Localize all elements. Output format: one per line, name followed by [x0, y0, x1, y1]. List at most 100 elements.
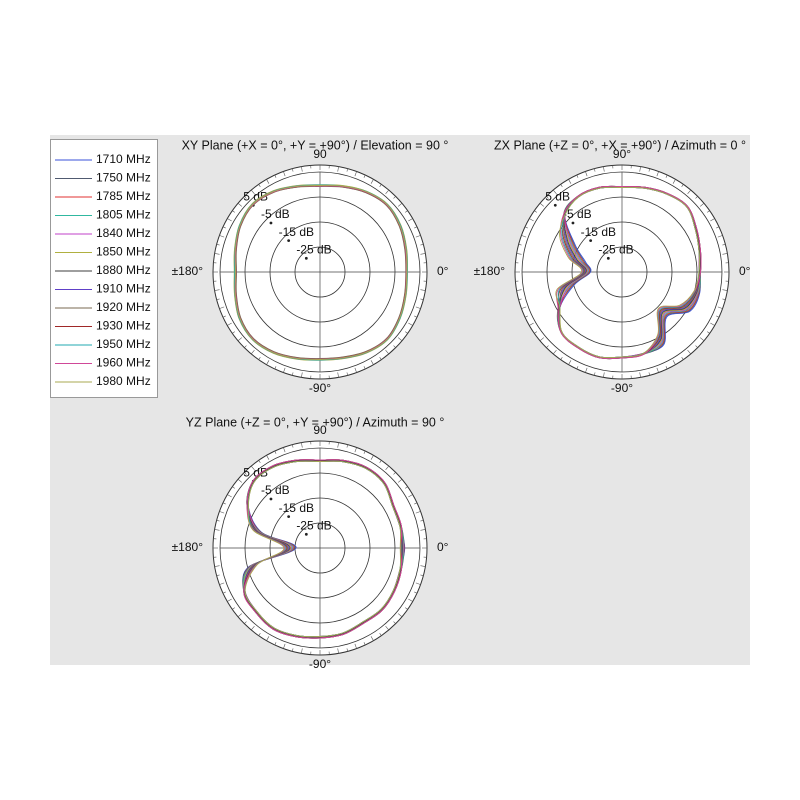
frame-tick	[237, 613, 243, 618]
r-tick-label: -25 dB	[296, 242, 331, 256]
frame-tick	[534, 331, 537, 334]
frame-tick	[408, 322, 413, 326]
frame-tick	[420, 574, 424, 576]
frame-tick	[695, 345, 698, 348]
frame-tick	[258, 184, 261, 187]
frame-tick	[672, 179, 676, 184]
frame-tick	[639, 166, 641, 172]
frame-tick	[370, 455, 374, 460]
frame-tick	[227, 322, 232, 326]
frame-tick	[408, 494, 413, 498]
theta-tick-label: -90°	[309, 657, 331, 671]
pattern-line	[235, 186, 407, 359]
r-tick-label: -25 dB	[598, 242, 633, 256]
frame-tick	[665, 174, 668, 178]
frame-tick	[722, 289, 728, 291]
frame-tick	[283, 367, 286, 373]
legend-label: 1840 MHz	[96, 226, 151, 240]
theta-tick-label: -90°	[309, 381, 331, 395]
frame-tick	[219, 306, 225, 309]
legend-label: 1930 MHz	[96, 319, 151, 333]
frame-tick	[258, 460, 261, 463]
theta-tick-label: 90°	[613, 147, 631, 161]
frame-tick	[232, 607, 235, 610]
frame-tick	[337, 166, 339, 172]
frame-tick	[397, 202, 403, 207]
frame-tick	[546, 196, 549, 199]
frame-tick	[414, 315, 418, 318]
frame-tick	[283, 447, 286, 453]
frame-tick	[227, 598, 232, 602]
r-tick-label: 5 dB	[243, 189, 268, 203]
frame-tick	[420, 520, 424, 522]
frame-tick	[518, 244, 522, 246]
frame-tick	[707, 331, 710, 334]
frame-tick	[521, 306, 527, 309]
frame-tick	[346, 648, 348, 652]
frame-tick	[539, 337, 545, 342]
frame-tick	[244, 196, 247, 199]
r-tick-label: -5 dB	[261, 483, 290, 497]
theta-tick-label: 90	[313, 147, 327, 161]
theta-tick-label: -90°	[611, 381, 633, 395]
ring-label-dot	[269, 497, 273, 501]
frame-tick	[722, 244, 726, 246]
r-tick-label: 5 dB	[243, 465, 268, 479]
frame-tick	[354, 367, 357, 373]
frame-tick	[397, 613, 403, 618]
frame-tick	[415, 582, 421, 585]
theta-tick-label: ±180°	[474, 264, 506, 278]
r-tick-label: -5 dB	[563, 207, 592, 221]
frame-tick	[707, 210, 710, 213]
chart-title: YZ Plane (+Z = 0°, +Y = +90°) / Azimuth …	[186, 415, 445, 429]
frame-tick	[687, 349, 692, 355]
frame-tick	[292, 648, 294, 652]
frame-tick	[244, 345, 247, 348]
frame-tick	[420, 298, 424, 300]
frame-tick	[529, 322, 534, 326]
frame-tick	[222, 315, 226, 318]
frame-tick	[576, 366, 579, 370]
frame-tick	[681, 357, 684, 360]
frame-tick	[216, 574, 220, 576]
legend-label: 1750 MHz	[96, 171, 151, 185]
frame-tick	[292, 444, 294, 448]
frame-tick	[415, 235, 421, 238]
frame-tick	[568, 360, 572, 365]
frame-tick	[568, 179, 572, 184]
frame-tick	[710, 322, 715, 326]
r-tick-label: -5 dB	[261, 207, 290, 221]
frame-tick	[539, 202, 545, 207]
frame-tick	[594, 372, 596, 376]
legend-label: 1710 MHz	[96, 152, 151, 166]
frame-tick	[656, 367, 659, 373]
frame-tick	[603, 166, 605, 172]
legend-label: 1910 MHz	[96, 282, 151, 296]
frame-tick	[222, 591, 226, 594]
frame-tick	[420, 565, 426, 567]
frame-tick	[722, 253, 728, 255]
frame-tick	[244, 472, 247, 475]
frame-tick	[363, 642, 366, 646]
r-tick-label: -15 dB	[279, 501, 314, 515]
frame-tick	[274, 642, 277, 646]
pattern-line	[244, 460, 402, 638]
frame-tick	[346, 444, 348, 448]
frame-tick	[363, 174, 366, 178]
chart-title: ZX Plane (+Z = 0°, +X = +90°) / Azimuth …	[494, 138, 746, 152]
frame-tick	[716, 315, 720, 318]
pattern-line	[243, 459, 403, 639]
frame-tick	[370, 179, 374, 184]
legend-label: 1920 MHz	[96, 300, 151, 314]
frame-tick	[408, 218, 413, 222]
legend-box	[50, 139, 158, 398]
frame-tick	[227, 494, 232, 498]
frame-tick	[250, 349, 255, 355]
frame-tick	[292, 168, 294, 172]
frame-tick	[521, 235, 527, 238]
frame-tick	[250, 189, 255, 195]
theta-tick-label: 0°	[437, 264, 449, 278]
frame-tick	[414, 502, 418, 505]
ring-label-dot	[571, 221, 575, 225]
